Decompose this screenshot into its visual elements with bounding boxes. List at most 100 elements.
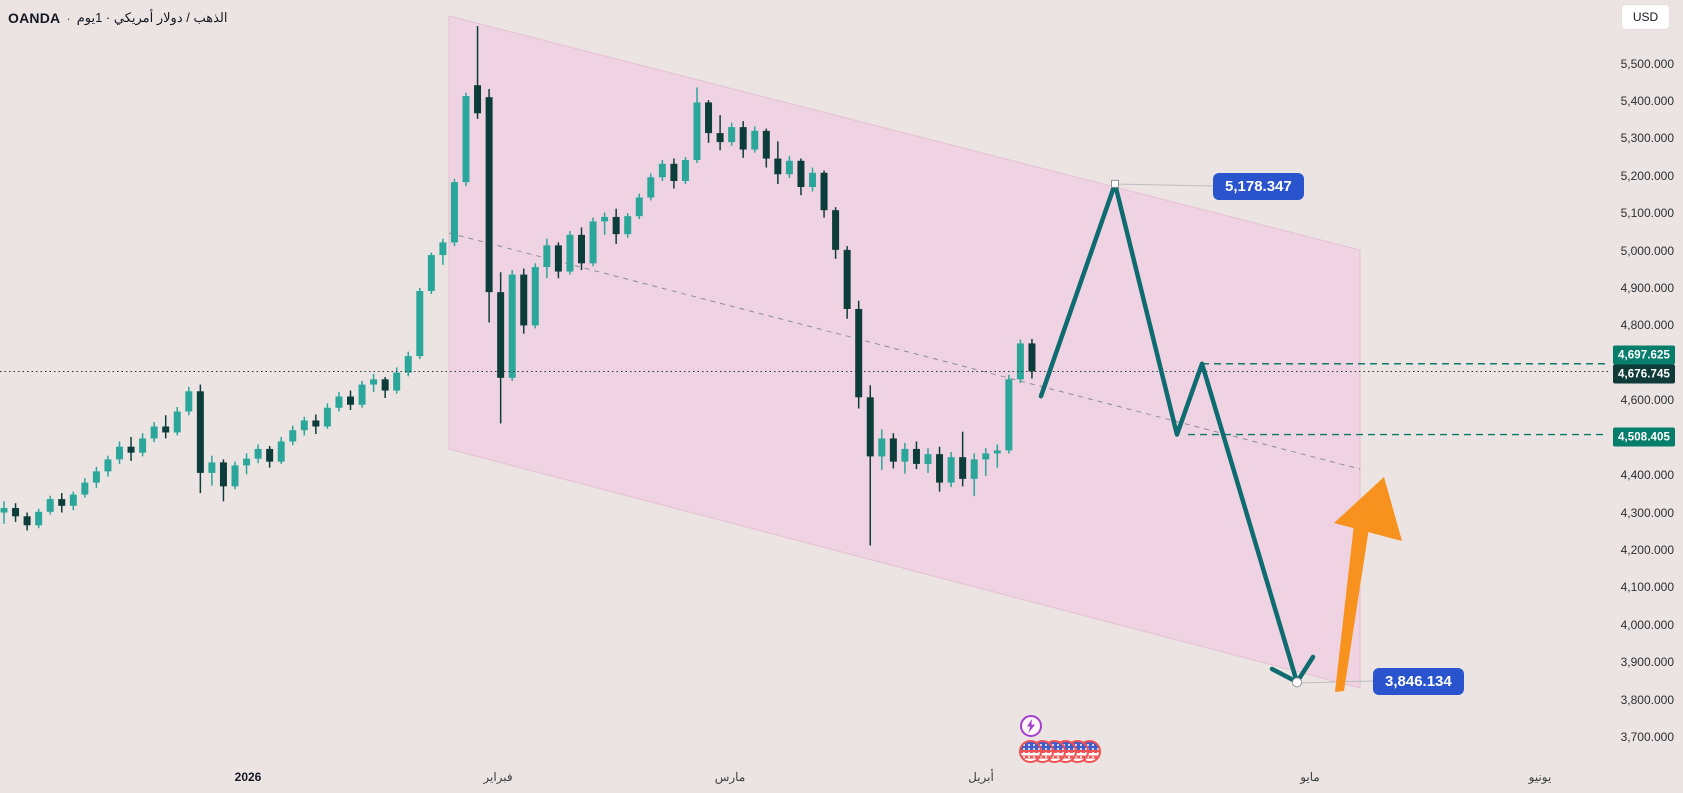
candle: [358, 384, 366, 405]
candle: [127, 446, 135, 453]
callout-connector: [1296, 680, 1374, 684]
price-axis-tick: 3,800.000: [1620, 692, 1674, 707]
orange-arrow-head[interactable]: [1334, 477, 1402, 541]
candle: [381, 379, 389, 391]
candle: [347, 396, 354, 405]
candle: [427, 255, 435, 292]
candle: [404, 356, 412, 373]
candle: [705, 102, 713, 134]
candle: [416, 291, 424, 357]
candle: [323, 407, 331, 427]
candle: [162, 426, 170, 433]
candle: [889, 438, 897, 462]
price-axis-tick: 4,900.000: [1620, 281, 1674, 296]
candle: [92, 471, 100, 483]
candle: [797, 160, 805, 187]
candle: [601, 216, 609, 222]
candle: [81, 482, 89, 495]
candle: [936, 454, 944, 483]
time-axis-tick: مارس: [714, 770, 746, 784]
candle: [300, 420, 308, 431]
price-axis-tick: 3,700.000: [1620, 730, 1674, 745]
candle: [46, 499, 54, 512]
candle: [393, 372, 401, 391]
candle: [751, 130, 759, 150]
drag-handle[interactable]: [1292, 677, 1302, 688]
candle: [982, 453, 990, 460]
candle: [693, 102, 701, 161]
candle: [566, 234, 574, 272]
projection-price-callout[interactable]: 5,178.347: [1213, 173, 1304, 200]
title-separator: ·: [66, 10, 71, 26]
candle: [485, 97, 493, 293]
level-price-badge: 4,697.625: [1613, 345, 1675, 365]
candle: [578, 234, 585, 264]
price-axis-tick: 5,000.000: [1620, 243, 1674, 258]
candle: [450, 182, 458, 243]
trend-channel[interactable]: [448, 15, 1361, 689]
candle: [219, 462, 227, 487]
candle: [947, 457, 955, 483]
candle: [924, 454, 932, 464]
candle: [912, 448, 920, 464]
candle: [277, 441, 285, 462]
symbol-title[interactable]: OANDA · الذهب / دولار أمريكي · 1يوم: [8, 8, 227, 28]
broker-name: OANDA: [8, 10, 61, 26]
price-axis-tick: 5,100.000: [1620, 206, 1674, 221]
candle: [809, 172, 816, 187]
candle: [658, 163, 666, 178]
candle: [462, 96, 470, 183]
candle: [878, 438, 886, 457]
candle: [739, 127, 747, 150]
candle: [69, 494, 77, 506]
candle: [185, 391, 193, 412]
orange-arrow-shaft[interactable]: [1335, 524, 1369, 692]
projection-zigzag[interactable]: [1038, 181, 1300, 685]
candle: [554, 245, 562, 272]
candle: [785, 160, 793, 175]
candle: [1028, 343, 1036, 372]
candle: [728, 127, 736, 143]
price-axis-tick: 4,200.000: [1620, 542, 1674, 557]
candle: [474, 85, 482, 114]
projection-price-callout[interactable]: 3,846.134: [1373, 668, 1464, 695]
candle: [312, 420, 320, 427]
candle: [612, 216, 620, 235]
candle: [231, 465, 239, 487]
currency-button[interactable]: USD: [1622, 5, 1669, 29]
price-axis-tick: 4,100.000: [1620, 580, 1674, 595]
candle: [370, 379, 378, 385]
price-axis-tick: 4,300.000: [1620, 505, 1674, 520]
flag-circle-icon: [1019, 740, 1042, 763]
candle: [104, 459, 112, 472]
price-axis-tick: 4,400.000: [1620, 468, 1674, 483]
candle: [12, 508, 20, 517]
lightning-bolt-icon: [1020, 715, 1042, 737]
candle: [1005, 379, 1013, 451]
last-price-badge: 4,676.745: [1613, 364, 1675, 384]
candle: [520, 274, 528, 326]
candle: [335, 396, 343, 408]
candle: [774, 158, 782, 175]
candle: [289, 430, 297, 442]
candle: [866, 397, 874, 457]
candle: [58, 499, 66, 506]
price-axis-tick: 4,000.000: [1620, 617, 1674, 632]
candle: [832, 210, 840, 250]
candle: [543, 245, 551, 268]
drag-handle[interactable]: [1111, 179, 1119, 188]
price-axis-tick: 5,200.000: [1620, 168, 1674, 183]
candle: [439, 242, 447, 256]
channel-midline: [448, 232, 1361, 470]
candle: [508, 274, 516, 378]
time-axis-tick: مايو: [1300, 770, 1320, 784]
candle: [589, 221, 597, 264]
candle: [670, 163, 678, 181]
price-axis-tick: 5,500.000: [1620, 56, 1674, 71]
price-axis-tick: 3,900.000: [1620, 655, 1674, 670]
candle: [624, 216, 632, 235]
price-axis-tick: 4,800.000: [1620, 318, 1674, 333]
candle: [531, 267, 539, 326]
time-axis-tick: 2026: [234, 770, 262, 784]
